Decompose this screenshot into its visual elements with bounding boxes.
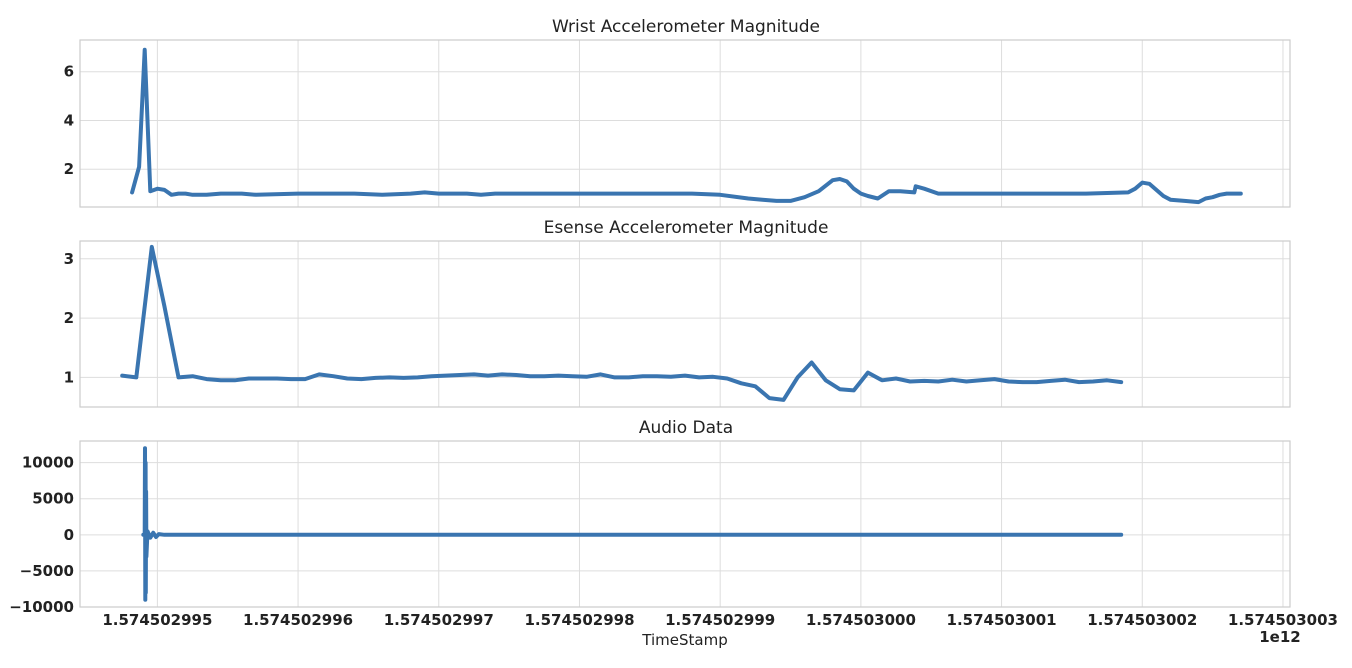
y-tick-label: 2 [64, 160, 74, 178]
series-line [141, 446, 1124, 602]
plot-frame [79, 240, 1291, 408]
y-tick-label: 4 [64, 111, 74, 129]
y-tick-label: −5000 [20, 562, 74, 580]
y-tick-label: 5000 [32, 490, 74, 508]
x-tick-label: 1.574503000 [806, 611, 916, 629]
y-tick-label: 10000 [22, 454, 74, 472]
x-tick-label: 1.574502996 [243, 611, 353, 629]
y-tick-label: 3 [64, 250, 74, 268]
x-tick-label: 1.574502999 [665, 611, 775, 629]
y-tick-label: −10000 [9, 598, 74, 616]
subplot-2: 1 2 3 Esense Accelerometer Magnitude [64, 218, 1291, 408]
series-line [120, 244, 1124, 402]
x-tick-label: 1.574503001 [947, 611, 1057, 629]
plot-frame [79, 39, 1291, 208]
chart-title: Esense Accelerometer Magnitude [544, 218, 829, 238]
x-axis-label: TimeStamp [641, 631, 727, 649]
chart-title: Audio Data [639, 418, 733, 438]
subplot-3: −10000 −5000 0 5000 10000 Audio Data 1.5745029… [9, 418, 1338, 649]
x-tick-label: 1.574503002 [1087, 611, 1197, 629]
x-tick-label: 1.574502997 [384, 611, 494, 629]
x-axis-offset-label: 1e12 [1259, 628, 1300, 646]
y-tick-label: 0 [64, 526, 74, 544]
x-tick-label: 1.574503003 [1228, 611, 1338, 629]
chart-title: Wrist Accelerometer Magnitude [552, 17, 820, 37]
y-tick-label: 1 [64, 368, 74, 386]
series-line [130, 47, 1243, 205]
subplot-1: 2 4 6 Wrist Accelerometer Magnitude [64, 17, 1291, 208]
x-tick-label: 1.574502998 [524, 611, 634, 629]
y-tick-label: 2 [64, 309, 74, 327]
y-tick-label: 6 [64, 63, 74, 81]
x-tick-label: 1.574502995 [102, 611, 212, 629]
plot-frame [79, 440, 1291, 608]
